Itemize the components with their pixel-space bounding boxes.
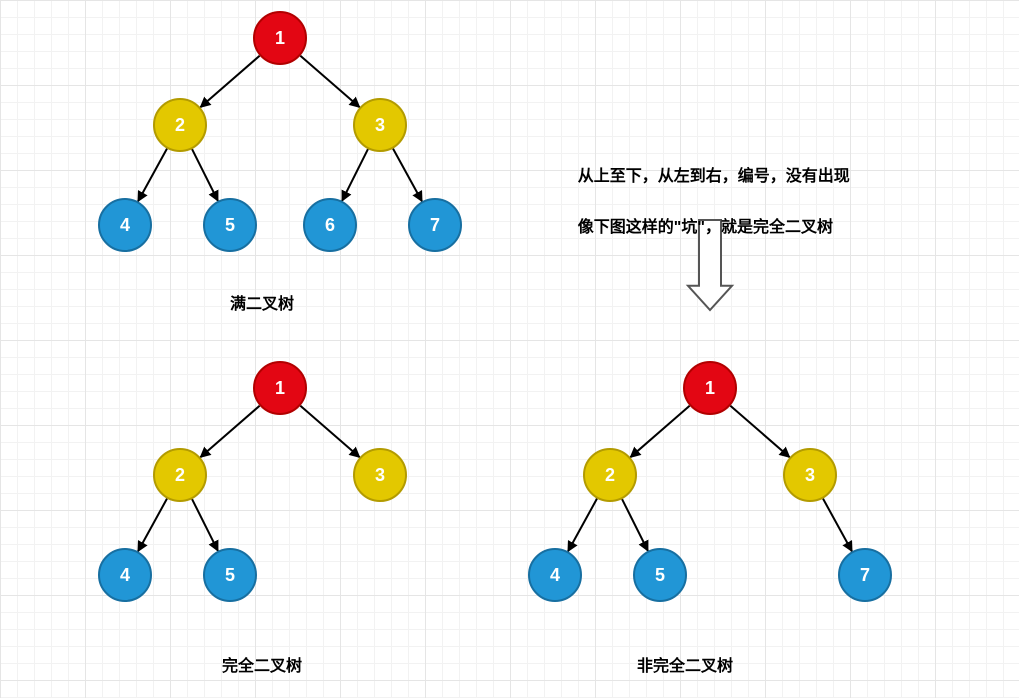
tree-node: 3 xyxy=(353,98,407,152)
explanation-note: 从上至下，从左到右，编号，没有出现 像下图这样的"坑"，就是完全二叉树 xyxy=(560,138,850,266)
tree-node: 1 xyxy=(253,11,307,65)
diagram-canvas: 123456712345123457 从上至下，从左到右，编号，没有出现 像下图… xyxy=(0,0,1019,698)
note-line-1: 从上至下，从左到右，编号，没有出现 xyxy=(578,168,850,185)
tree-node: 2 xyxy=(583,448,637,502)
tree-node: 5 xyxy=(633,548,687,602)
tree-node: 1 xyxy=(683,361,737,415)
tree-node: 5 xyxy=(203,548,257,602)
tree-node: 5 xyxy=(203,198,257,252)
tree-node: 6 xyxy=(303,198,357,252)
tree-caption: 完全二叉树 xyxy=(222,652,302,676)
tree-node: 4 xyxy=(528,548,582,602)
tree-node: 3 xyxy=(353,448,407,502)
tree-node: 7 xyxy=(408,198,462,252)
tree-node: 3 xyxy=(783,448,837,502)
tree-node: 4 xyxy=(98,198,152,252)
note-line-2: 像下图这样的"坑"，就是完全二叉树 xyxy=(578,219,833,236)
tree-node: 2 xyxy=(153,448,207,502)
tree-caption: 满二叉树 xyxy=(230,290,294,314)
tree-node: 2 xyxy=(153,98,207,152)
tree-node: 7 xyxy=(838,548,892,602)
tree-caption: 非完全二叉树 xyxy=(637,652,733,676)
tree-node: 4 xyxy=(98,548,152,602)
tree-node: 1 xyxy=(253,361,307,415)
